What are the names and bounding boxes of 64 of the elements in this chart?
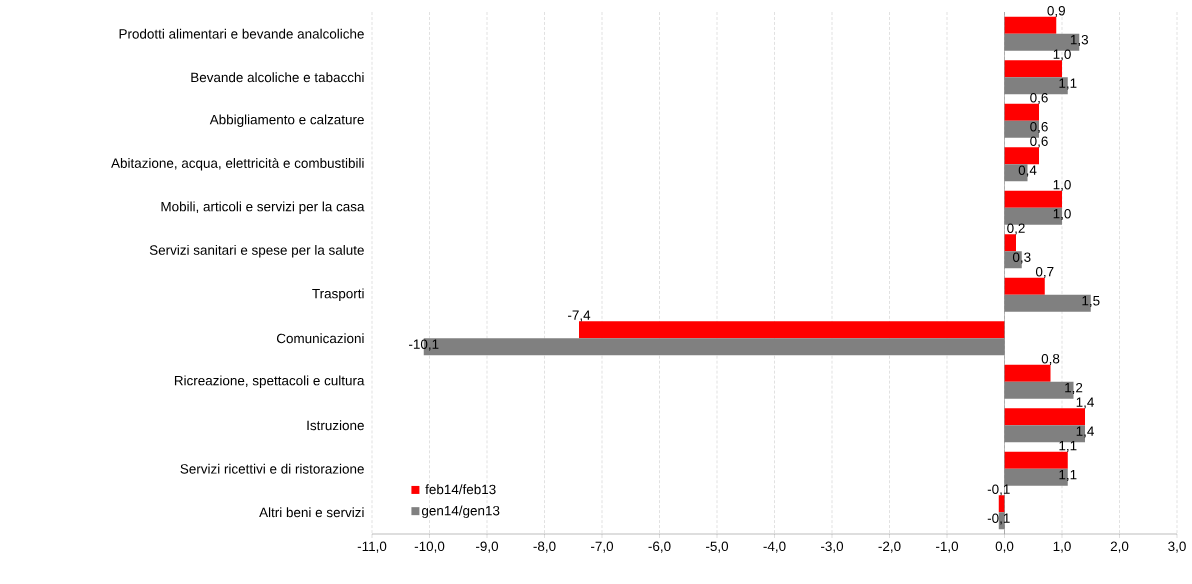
bar [1004,408,1086,426]
bar [579,321,1005,339]
data-label: -10,1 [409,339,439,351]
data-label: 1,1 [1059,78,1077,90]
bar [1004,277,1045,295]
data-label: 1,5 [1082,296,1100,308]
x-tick-label: -4,0 [763,541,786,553]
x-tick-label: 1,0 [1053,541,1071,553]
data-label: 1,2 [1065,382,1083,395]
data-label: 1,0 [1053,49,1071,61]
legend-label: feb14/feb13 [425,484,496,495]
data-label: -0,1 [987,484,1010,496]
y-tick-label: Abbigliamento e calzature [209,114,364,128]
data-label: 1,0 [1053,179,1071,192]
y-tick-label: Istruzione [307,420,364,431]
y-tick-label: Abitazione, acqua, elettricità e combustibili [111,157,364,171]
bar [1004,103,1040,121]
data-label: 0,8 [1041,353,1060,366]
y-tick-label: Mobili, articoli e servizi per la casa [161,201,365,215]
data-label: 1,4 [1076,397,1094,409]
x-tick-label: -2,0 [878,541,901,553]
y-tick-label: Prodotti alimentari e bevande analcoliche [119,28,364,39]
data-label: 1,1 [1059,441,1077,453]
y-tick-label: Altri beni e servizi [259,507,364,518]
bar [1004,60,1063,78]
data-label: 0,6 [1030,121,1048,134]
y-tick-label: Servizi ricettivi e di ristorazione [180,463,364,474]
x-tick-label: -6,0 [648,541,671,553]
bar [1004,451,1068,469]
legend-label: gen14/gen13 [421,505,500,519]
x-tick-label: -5,0 [706,541,729,553]
data-label: 0,2 [1007,223,1025,235]
data-label: 0,9 [1047,5,1065,18]
bar [1004,234,1017,252]
data-label: 0,6 [1030,92,1048,105]
x-tick-label: -1,0 [936,541,959,553]
data-label: 0,4 [1018,165,1037,177]
y-tick-label: Servizi sanitari e spese per la salute [149,244,364,258]
data-label: 1,1 [1059,470,1077,482]
data-label: 0,7 [1035,266,1054,279]
data-label: 0,3 [1012,252,1031,264]
x-tick-label: 2,0 [1110,541,1129,553]
data-label: 1,0 [1053,208,1071,221]
bar [1004,364,1051,382]
data-label: 1,3 [1070,34,1089,47]
y-tick-label: Ricreazione, spettacoli e cultura [174,375,365,389]
data-label: 1,4 [1076,426,1094,438]
bar [1004,147,1040,165]
x-tick-label: -10,0 [414,541,445,553]
x-tick-label: -9,0 [476,541,499,553]
data-label: -0,1 [987,513,1010,525]
x-tick-label: -7,0 [591,541,614,553]
x-tick-label: -3,0 [821,541,844,553]
bar [1004,16,1057,34]
x-tick-label: 3,0 [1168,541,1186,553]
x-tick-label: -8,0 [533,541,556,553]
data-label: -7,4 [568,310,591,322]
y-tick-label: Comunicazioni [276,333,364,344]
x-tick-label: 0,0 [995,541,1014,553]
data-label: 0,6 [1030,136,1048,148]
x-tick-label: -11,0 [357,541,387,553]
y-tick-label: Trasporti [312,288,364,302]
y-tick-label: Bevande alcoliche e tabacchi [191,72,364,83]
bar [1004,190,1063,208]
